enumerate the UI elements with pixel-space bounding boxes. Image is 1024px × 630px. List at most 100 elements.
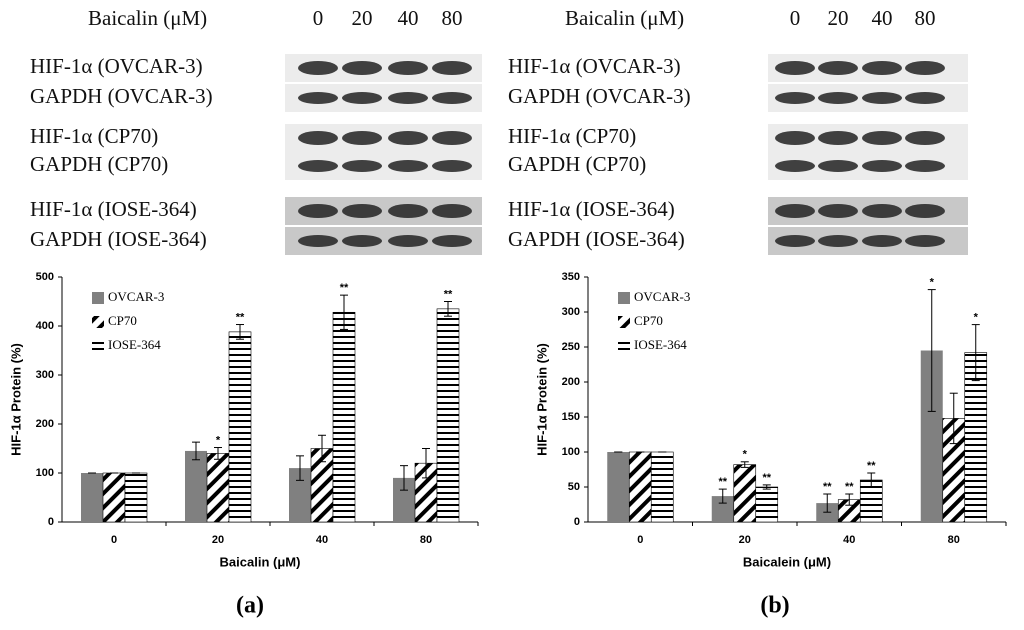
x-tick-label: 0 bbox=[111, 534, 117, 546]
y-tick-label: 50 bbox=[568, 481, 580, 493]
lane-label: 40 bbox=[872, 6, 893, 30]
lane-label: 0 bbox=[313, 6, 324, 30]
y-tick-label: 400 bbox=[36, 320, 54, 332]
blot-row-label: HIF-1α (OVCAR-3) bbox=[30, 54, 203, 78]
y-tick-label: 500 bbox=[36, 271, 54, 283]
blot-row-label: GAPDH (IOSE-364) bbox=[30, 227, 207, 251]
x-tick-label: 40 bbox=[316, 534, 328, 546]
blot-band bbox=[342, 131, 382, 145]
lane-label: 40 bbox=[398, 6, 419, 30]
blot-band bbox=[298, 235, 338, 247]
error-bar bbox=[971, 324, 980, 382]
bar bbox=[436, 308, 460, 523]
blot-row-label: GAPDH (OVCAR-3) bbox=[508, 84, 691, 108]
bar bbox=[920, 350, 943, 522]
blot-band bbox=[775, 204, 815, 218]
significance-marker: ** bbox=[236, 311, 245, 323]
blot-row-label: GAPDH (CP70) bbox=[508, 152, 646, 176]
blot-band bbox=[388, 160, 428, 172]
blot-band bbox=[775, 92, 815, 104]
error-bar bbox=[823, 493, 832, 513]
significance-marker: ** bbox=[867, 460, 876, 472]
blot-row-label: HIF-1α (CP70) bbox=[508, 124, 636, 148]
error-bar bbox=[740, 461, 749, 468]
y-tick-label: 100 bbox=[562, 446, 580, 458]
blot-band bbox=[818, 204, 858, 218]
blot-row-label: HIF-1α (IOSE-364) bbox=[30, 197, 197, 221]
significance-marker: * bbox=[743, 449, 748, 461]
blot-row-label: HIF-1α (OVCAR-3) bbox=[508, 54, 681, 78]
blot-band bbox=[818, 160, 858, 172]
significance-marker: ** bbox=[845, 481, 854, 493]
lane-label: 80 bbox=[442, 6, 463, 30]
blot-band bbox=[862, 61, 902, 75]
bar bbox=[755, 486, 779, 523]
panel-label: (a) bbox=[236, 593, 264, 619]
blot-band bbox=[342, 204, 382, 218]
blot-row-label: HIF-1α (CP70) bbox=[30, 124, 158, 148]
lane-label: 80 bbox=[915, 6, 936, 30]
error-bar bbox=[192, 441, 200, 461]
bar bbox=[206, 453, 230, 523]
blot-band bbox=[298, 131, 338, 145]
legend-label: OVCAR-3 bbox=[634, 289, 690, 304]
blot-band bbox=[342, 160, 382, 172]
blot-band bbox=[342, 92, 382, 104]
blot-band bbox=[905, 204, 945, 218]
significance-marker: * bbox=[216, 434, 221, 446]
blot-band bbox=[298, 160, 338, 172]
significance-marker: ** bbox=[823, 481, 832, 493]
legend-label: OVCAR-3 bbox=[108, 289, 164, 304]
blot-header: Baicalin (μM) bbox=[88, 6, 207, 30]
x-tick-label: 20 bbox=[212, 534, 224, 546]
error-bar bbox=[236, 324, 244, 340]
bar bbox=[628, 451, 652, 523]
bar bbox=[650, 451, 674, 523]
blot-row-label: GAPDH (CP70) bbox=[30, 152, 168, 176]
blot-band bbox=[775, 235, 815, 247]
blot-band bbox=[905, 235, 945, 247]
legend-swatch bbox=[618, 292, 630, 304]
error-bar bbox=[444, 301, 452, 317]
bar bbox=[332, 311, 356, 523]
blot-band bbox=[775, 160, 815, 172]
legend-swatch bbox=[92, 340, 104, 352]
x-axis-label: Baicalin (μM) bbox=[220, 554, 301, 569]
blot-band bbox=[298, 92, 338, 104]
blot-band bbox=[862, 235, 902, 247]
significance-marker: * bbox=[930, 277, 935, 289]
significance-marker: * bbox=[974, 312, 979, 324]
error-bar bbox=[845, 493, 854, 506]
bar bbox=[185, 450, 207, 522]
y-tick-label: 250 bbox=[562, 341, 580, 353]
error-bar bbox=[340, 294, 348, 330]
blot-row-label: HIF-1α (IOSE-364) bbox=[508, 197, 675, 221]
blot-band bbox=[298, 204, 338, 218]
bar bbox=[733, 464, 757, 523]
legend-label: CP70 bbox=[634, 313, 663, 328]
significance-marker: ** bbox=[718, 476, 727, 488]
blot-band bbox=[388, 204, 428, 218]
y-tick-label: 200 bbox=[562, 376, 580, 388]
error-bar bbox=[867, 472, 876, 488]
blot-band bbox=[298, 61, 338, 75]
error-bar bbox=[422, 448, 430, 479]
y-tick-label: 350 bbox=[562, 271, 580, 283]
y-tick-label: 200 bbox=[36, 418, 54, 430]
blot-band bbox=[862, 92, 902, 104]
blot-band bbox=[432, 131, 472, 145]
blot-row-label: GAPDH (OVCAR-3) bbox=[30, 84, 213, 108]
blot-band bbox=[862, 131, 902, 145]
bar bbox=[228, 331, 252, 523]
x-tick-label: 80 bbox=[948, 534, 960, 546]
legend-label: IOSE-364 bbox=[108, 337, 161, 352]
blot-band bbox=[905, 61, 945, 75]
blot-band bbox=[818, 61, 858, 75]
y-axis-label: HIF-1α Protein (%) bbox=[8, 343, 23, 456]
blot-band bbox=[905, 160, 945, 172]
error-bar bbox=[214, 447, 222, 460]
legend-label: CP70 bbox=[108, 313, 137, 328]
blot-row-label: GAPDH (IOSE-364) bbox=[508, 227, 685, 251]
panel-label: (b) bbox=[760, 593, 789, 619]
